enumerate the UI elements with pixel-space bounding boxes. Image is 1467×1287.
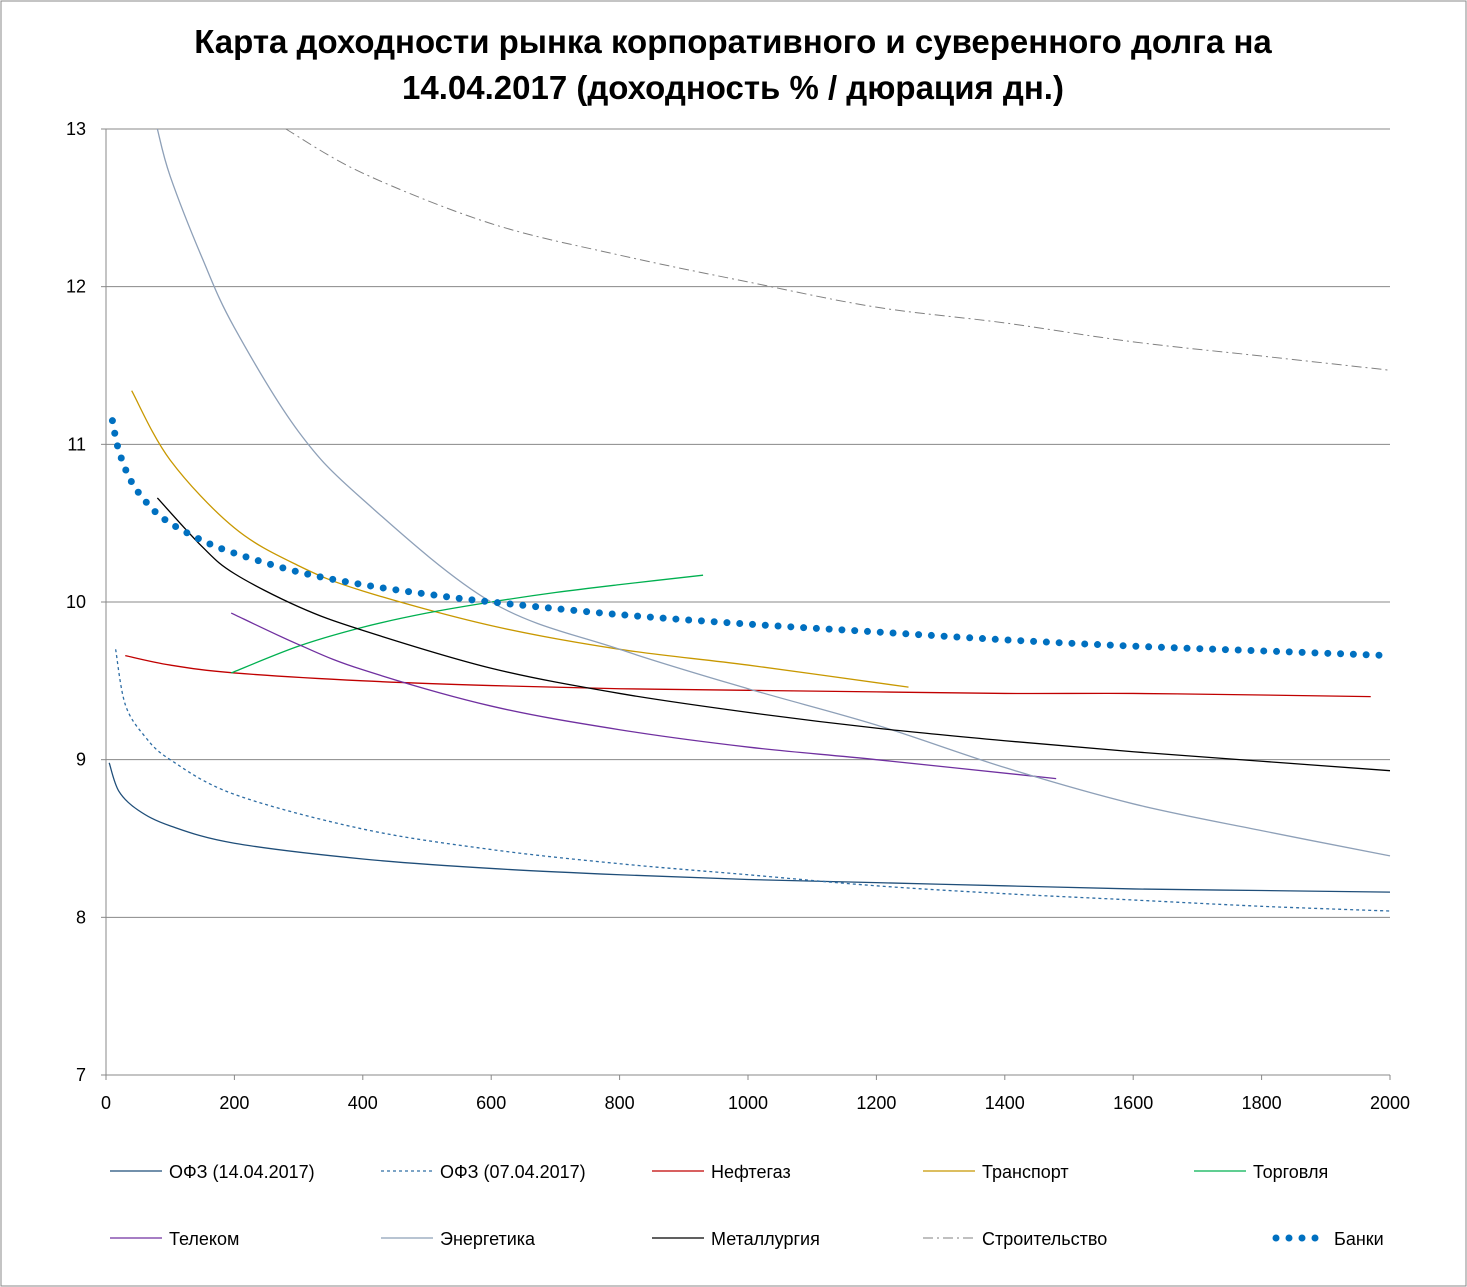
y-tick-label: 11 (67, 434, 86, 454)
y-tick-label: 8 (76, 907, 86, 927)
legend-marker (1285, 1234, 1293, 1242)
chart-title-line-2: 14.04.2017 (доходность % / дюрация дн.) (402, 69, 1064, 106)
y-tick-label: 10 (66, 592, 86, 612)
axes: 7 8 9 10 11 12 13 0 200 400 600 800 1000 1200 1400 1600… (66, 119, 1410, 1113)
legend-item: Транспорт (923, 1162, 1069, 1182)
legend-label: Торговля (1253, 1162, 1328, 1182)
series-line-2 (114, 649, 1391, 912)
series-line-9 (285, 128, 1391, 371)
legend-item: Торговля (1194, 1162, 1328, 1182)
series-line-1 (108, 762, 1391, 893)
series-line-4 (131, 390, 909, 688)
legend-label: Металлургия (711, 1229, 820, 1249)
x-tick-label: 400 (348, 1093, 378, 1113)
legend-marker (1298, 1234, 1306, 1242)
legend-item: ОФЗ (07.04.2017) (381, 1162, 586, 1182)
legend-label: Энергетика (440, 1229, 536, 1249)
legend: ОФЗ (14.04.2017) ОФЗ (07.04.2017) Нефтегаз… (110, 1162, 1384, 1249)
x-tick-label: 1000 (728, 1093, 768, 1113)
legend-label: ОФЗ (14.04.2017) (169, 1162, 315, 1182)
legend-label: ОФЗ (07.04.2017) (440, 1162, 586, 1182)
legend-item: Телеком (110, 1229, 239, 1249)
legend-item: Банки (1272, 1229, 1384, 1249)
y-tick-label: 9 (76, 750, 86, 770)
series-line-5 (230, 574, 704, 674)
x-tick-label: 0 (101, 1093, 111, 1113)
legend-label: Банки (1334, 1229, 1384, 1249)
x-tick-label: 1400 (985, 1093, 1025, 1113)
x-tick-label: 1800 (1242, 1093, 1282, 1113)
gridlines (106, 128, 1390, 918)
legend-label: Нефтегаз (711, 1162, 791, 1182)
x-tick-label: 1200 (856, 1093, 896, 1113)
series-line-6 (230, 612, 1057, 780)
legend-item: ОФЗ (14.04.2017) (110, 1162, 315, 1182)
x-tick-label: 1600 (1113, 1093, 1153, 1113)
series-line-10 (108, 417, 1394, 660)
series-line-7 (156, 128, 1391, 857)
x-tick-label: 200 (219, 1093, 249, 1113)
x-tick-label: 600 (476, 1093, 506, 1113)
x-tick-label: 2000 (1370, 1093, 1410, 1113)
legend-item: Строительство (923, 1229, 1107, 1249)
legend-label: Телеком (169, 1229, 239, 1249)
series-line-8 (156, 497, 1391, 772)
legend-item: Нефтегаз (652, 1162, 791, 1182)
legend-label: Транспорт (982, 1162, 1069, 1182)
legend-item: Металлургия (652, 1229, 820, 1249)
y-tick-label: 12 (66, 277, 86, 297)
legend-item: Энергетика (381, 1229, 536, 1249)
series-line-3 (125, 654, 1371, 698)
legend-label: Строительство (982, 1229, 1107, 1249)
chart-title-line-1: Карта доходности рынка корпоративного и … (194, 23, 1272, 60)
legend-marker (1311, 1234, 1319, 1242)
y-tick-label: 7 (76, 1065, 86, 1085)
y-tick-label: 13 (66, 119, 86, 139)
series-group (108, 128, 1394, 912)
legend-marker (1272, 1234, 1280, 1242)
x-tick-label: 800 (605, 1093, 635, 1113)
